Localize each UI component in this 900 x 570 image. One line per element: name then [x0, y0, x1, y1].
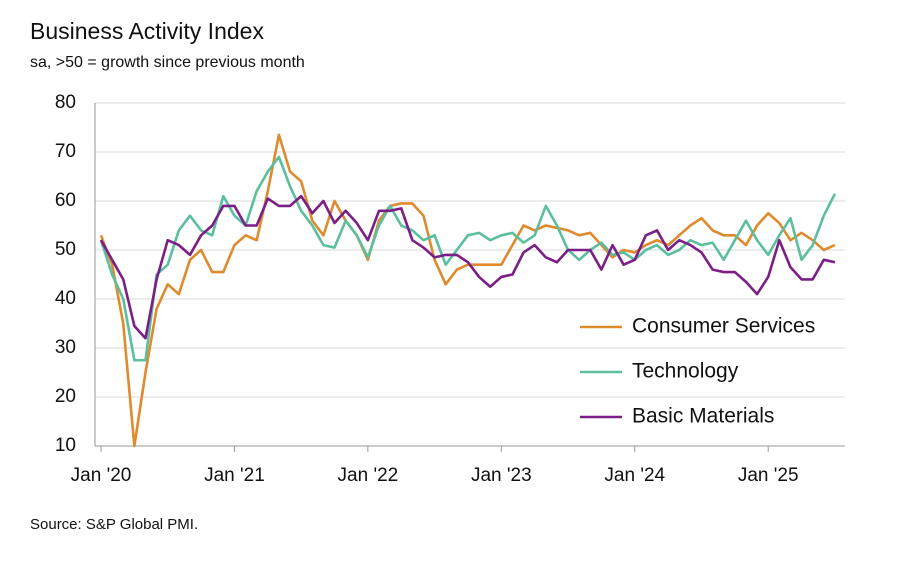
x-tick-label: Jan '22 [338, 465, 399, 486]
chart-title: Business Activity Index [30, 18, 264, 44]
legend-label: Consumer Services [632, 315, 815, 338]
y-tick-label: 40 [55, 288, 76, 309]
series-line [99, 194, 836, 340]
chart-subtitle: sa, >50 = growth since previous month [30, 54, 305, 71]
y-tick-label: 10 [55, 435, 76, 456]
y-tick-label: 30 [55, 337, 76, 358]
y-tick-label: 60 [55, 190, 76, 211]
source-note: Source: S&P Global PMI. [30, 516, 198, 533]
legend-label: Basic Materials [632, 405, 774, 428]
y-tick-label: 70 [55, 141, 76, 162]
x-tick-label: Jan '20 [71, 465, 132, 486]
legend-label: Technology [632, 360, 739, 383]
x-tick-label: Jan '25 [738, 465, 799, 486]
series-line [99, 133, 836, 448]
y-tick-label: 20 [55, 386, 76, 407]
x-tick-label: Jan '24 [604, 465, 665, 486]
y-tick-label: 80 [55, 92, 76, 113]
series-line [99, 155, 837, 362]
x-tick-label: Jan '23 [471, 465, 532, 486]
y-tick-label: 50 [55, 239, 76, 260]
x-tick-label: Jan '21 [204, 465, 265, 486]
